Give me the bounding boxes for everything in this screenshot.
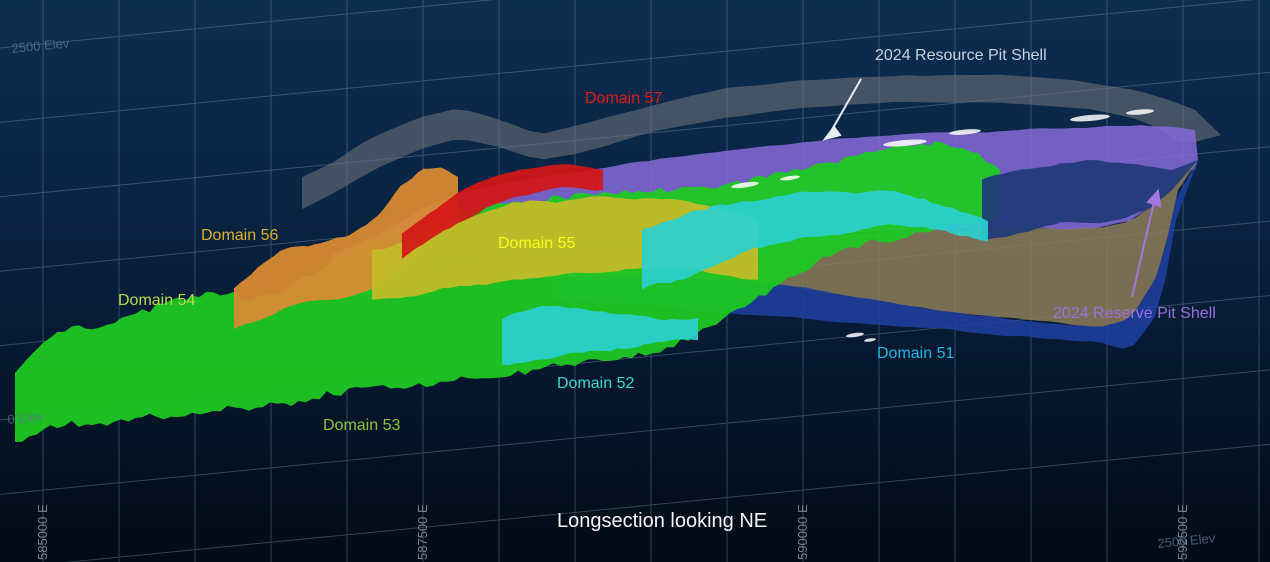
svg-text:Domain 51: Domain 51 <box>877 345 954 362</box>
svg-text:587500 E: 587500 E <box>415 504 430 560</box>
svg-text:2024 Reserve Pit Shell: 2024 Reserve Pit Shell <box>1053 305 1216 322</box>
svg-text:2024 Resource Pit Shell: 2024 Resource Pit Shell <box>875 47 1047 64</box>
svg-text:585000 E: 585000 E <box>35 504 50 560</box>
svg-text:592500 E: 592500 E <box>1175 504 1190 560</box>
svg-text:2500 Elev: 2500 Elev <box>1157 530 1217 551</box>
svg-text:Domain 53: Domain 53 <box>323 417 400 434</box>
svg-text:590000 E: 590000 E <box>795 504 810 560</box>
svg-text:Domain 57: Domain 57 <box>585 90 662 107</box>
svg-text:Longsection looking NE: Longsection looking NE <box>557 510 767 532</box>
svg-text:Domain 52: Domain 52 <box>557 375 634 392</box>
svg-text:Domain 55: Domain 55 <box>498 235 575 252</box>
svg-text:2500 Elev: 2500 Elev <box>11 35 71 56</box>
svg-text:Domain 54: Domain 54 <box>118 292 195 309</box>
svg-text:Domain 56: Domain 56 <box>201 227 278 244</box>
